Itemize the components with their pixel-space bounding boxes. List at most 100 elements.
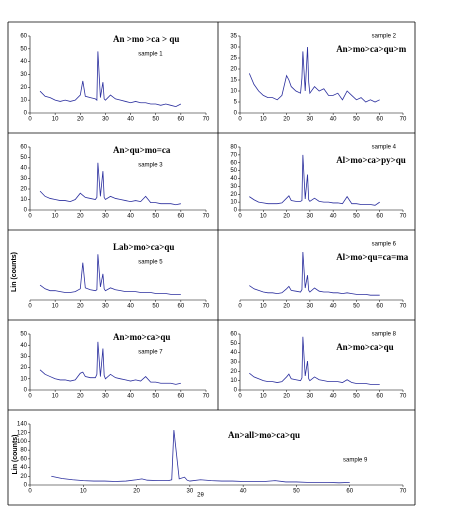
sample-label: sample 8: [372, 332, 397, 338]
xrd-line: [39, 254, 181, 295]
x-tick-label: 20: [77, 214, 84, 220]
x-tick-label: 60: [376, 214, 383, 220]
x-tick-label: 0: [28, 214, 32, 220]
x-tick-label: 50: [353, 394, 360, 400]
x-tick-label: 40: [330, 214, 337, 220]
x-tick-label: 20: [133, 489, 140, 495]
y-tick-label: 40: [20, 465, 27, 471]
x-tick-label: 20: [77, 304, 84, 310]
x-tick-label: 20: [283, 117, 290, 123]
y-tick-label: 100: [17, 439, 28, 445]
annotation: An>mo>ca>qu: [336, 342, 393, 352]
x-tick-label: 70: [400, 489, 407, 495]
xrd-line: [248, 46, 380, 103]
y-tick-label: 10: [20, 197, 27, 203]
y-tick-label: 60: [20, 456, 27, 462]
x-tick-label: 20: [283, 214, 290, 220]
y-tick-label: 10: [230, 200, 237, 206]
y-tick-label: 30: [20, 176, 27, 182]
x-tick-label: 50: [152, 394, 159, 400]
x-tick-label: 30: [307, 394, 314, 400]
sample-label: sample 6: [372, 242, 397, 248]
x-tick-label: 50: [152, 304, 159, 310]
x-axis-label: 2θ: [197, 493, 204, 499]
y-tick-label: 20: [20, 474, 27, 480]
x-tick-label: 40: [127, 214, 134, 220]
sample-label: sample 1: [138, 52, 163, 58]
y-tick-label: 10: [20, 98, 27, 104]
y-tick-label: 60: [20, 34, 27, 40]
x-tick-label: 40: [330, 304, 337, 310]
x-tick-label: 0: [238, 214, 242, 220]
annotation: An>mo>ca>qu>m: [336, 44, 407, 54]
x-tick-label: 50: [353, 117, 360, 123]
y-tick-label: 20: [20, 187, 27, 193]
xrd-line: [39, 162, 181, 206]
sample-label: sample 9: [343, 458, 368, 464]
x-tick-label: 70: [203, 304, 210, 310]
y-tick-label: 40: [20, 343, 27, 349]
panel-borders: [7, 21, 416, 506]
y-tick-label: 5: [234, 100, 238, 106]
x-tick-label: 40: [330, 394, 337, 400]
y-tick-label: 0: [24, 483, 28, 489]
xrd-line: [249, 251, 380, 296]
x-tick-label: 30: [307, 214, 314, 220]
y-tick-label: 70: [230, 152, 237, 158]
y-tick-label: 20: [20, 85, 27, 91]
x-tick-label: 30: [102, 214, 109, 220]
y-axis-label: Lin (counts): [12, 434, 19, 474]
x-tick-label: 10: [260, 117, 267, 123]
x-tick-label: 30: [102, 117, 109, 123]
y-tick-label: 40: [20, 166, 27, 172]
x-tick-label: 50: [353, 304, 360, 310]
y-tick-label: 120: [17, 430, 28, 436]
y-tick-label: 80: [20, 448, 27, 454]
y-tick-label: 20: [230, 192, 237, 198]
x-tick-label: 40: [240, 489, 247, 495]
annotation: An>mo>ca>qu: [113, 332, 170, 342]
x-tick-label: 70: [400, 394, 407, 400]
x-tick-label: 70: [203, 117, 210, 123]
x-tick-label: 0: [28, 117, 32, 123]
y-tick-label: 10: [20, 376, 27, 382]
annotation: Al>mo>ca>py>qu: [336, 155, 406, 165]
x-tick-label: 0: [238, 117, 242, 123]
y-tick-label: 0: [24, 208, 28, 214]
x-tick-label: 60: [376, 394, 383, 400]
xrd-line: [39, 341, 181, 385]
x-tick-label: 70: [203, 394, 210, 400]
x-tick-label: 60: [346, 489, 353, 495]
x-tick-label: 10: [52, 304, 59, 310]
sample-label: sample 7: [138, 350, 163, 356]
y-tick-label: 30: [20, 72, 27, 78]
y-tick-label: 35: [230, 34, 237, 40]
y-tick-label: 30: [230, 45, 237, 51]
y-axis-label: Lin (counts): [11, 252, 18, 292]
x-tick-label: 0: [28, 489, 32, 495]
xrd-line: [249, 154, 380, 206]
y-tick-label: 40: [20, 59, 27, 65]
annotation: An>qu>mo=ca: [113, 145, 171, 155]
xrd-line: [39, 51, 182, 108]
x-tick-label: 0: [28, 394, 32, 400]
x-tick-label: 30: [307, 117, 314, 123]
y-tick-label: 10: [230, 378, 237, 384]
x-tick-label: 40: [127, 394, 134, 400]
x-tick-label: 10: [80, 489, 87, 495]
annotation: Al>mo>qu=ca=ma: [336, 252, 409, 262]
y-tick-label: 140: [17, 422, 28, 428]
y-tick-label: 80: [230, 145, 237, 151]
xrd-line: [51, 430, 350, 484]
y-tick-label: 20: [20, 365, 27, 371]
y-tick-label: 50: [230, 341, 237, 347]
x-tick-label: 60: [178, 117, 185, 123]
y-tick-label: 60: [230, 160, 237, 166]
y-tick-label: 25: [230, 56, 237, 62]
y-tick-label: 0: [24, 111, 28, 117]
x-tick-label: 30: [102, 394, 109, 400]
x-tick-label: 10: [260, 394, 267, 400]
y-tick-label: 30: [230, 360, 237, 366]
y-tick-label: 0: [234, 111, 238, 117]
